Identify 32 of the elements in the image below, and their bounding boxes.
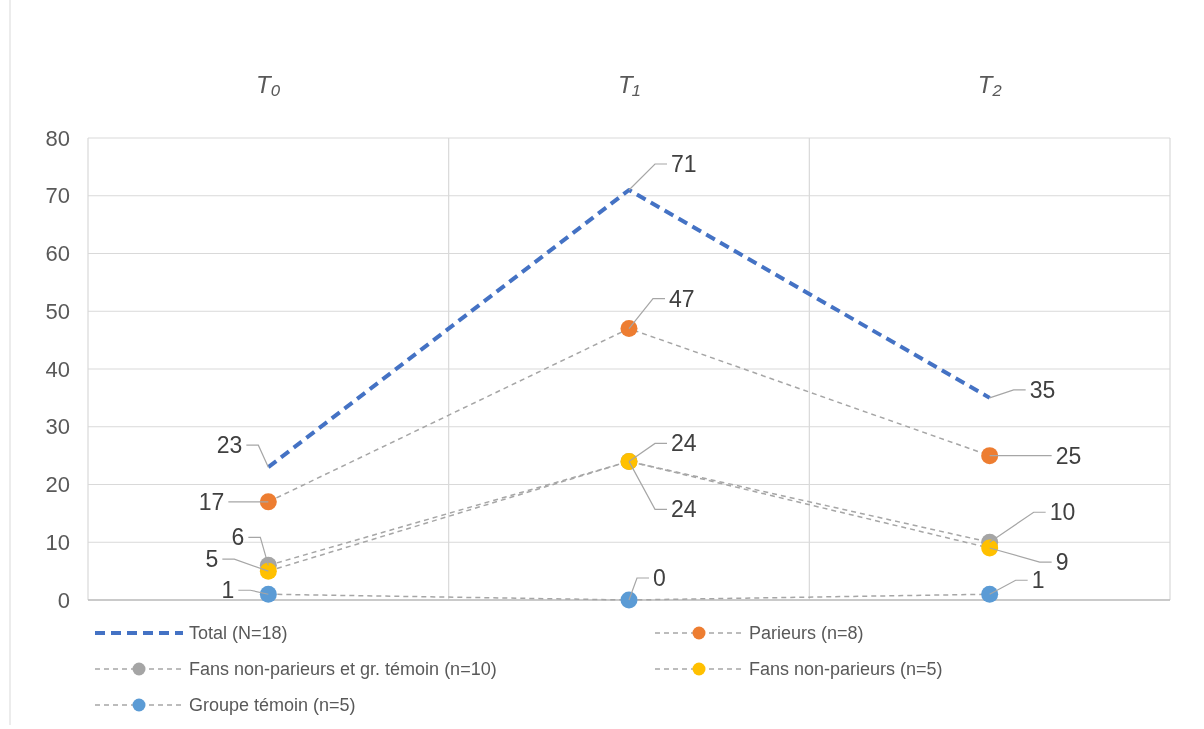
y-tick-label: 20 [45,472,70,498]
legend-label: Fans non-parieurs et gr. témoin (n=10) [189,659,497,680]
y-tick-label: 30 [45,414,70,440]
data-label: 17 [198,488,225,515]
data-label: 1 [1031,567,1045,594]
legend-label: Parieurs (n=8) [749,623,864,644]
data-label: 25 [1055,442,1082,469]
data-label: 24 [671,496,697,523]
y-tick-label: 0 [57,587,70,613]
data-label: 10 [1049,499,1076,526]
data-label: 23 [216,432,243,459]
data-label: 6 [231,524,245,551]
y-tick-label: 70 [45,183,70,209]
x-tick-label: T₂ [977,71,1002,99]
x-tick-label: T₀ [255,71,281,99]
y-tick-label: 50 [45,298,70,324]
legend-label: Total (N=18) [189,623,288,644]
data-label: 5 [205,546,219,573]
legend-label: Fans non-parieurs (n=5) [749,659,943,680]
data-label: 35 [1029,376,1056,403]
data-label: 71 [671,151,697,178]
data-label: 0 [653,565,666,592]
data-label: 47 [669,285,695,312]
data-label: 9 [1055,549,1069,576]
y-tick-label: 80 [45,125,70,151]
y-tick-label: 40 [45,356,70,382]
y-tick-label: 10 [45,529,70,555]
x-tick-label: T₁ [617,71,641,99]
legend-label: Groupe témoin (n=5) [189,695,356,716]
data-label: 1 [221,577,235,604]
y-tick-label: 60 [45,241,70,267]
data-label: 24 [671,430,697,457]
